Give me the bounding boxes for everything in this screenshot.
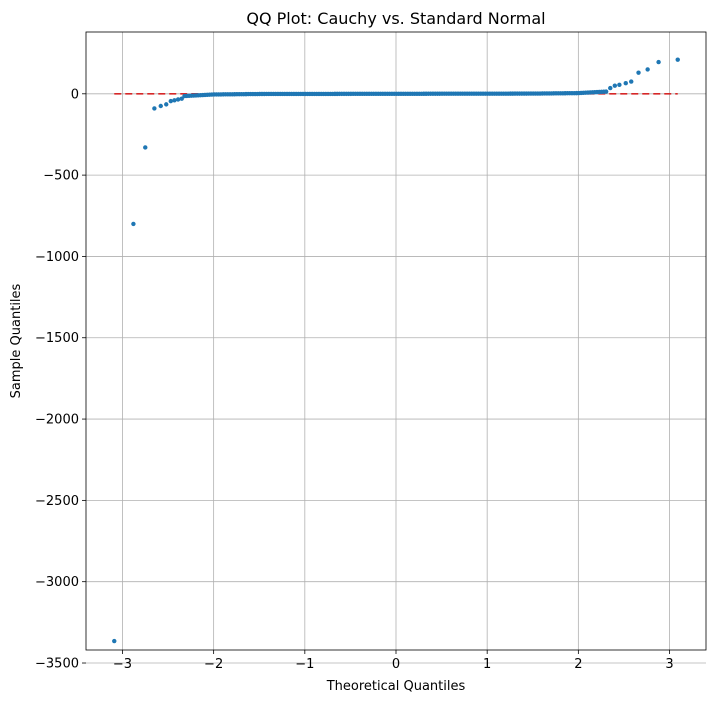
y-tick-label: −1500 bbox=[35, 331, 79, 346]
y-tick-label: −1000 bbox=[35, 250, 79, 265]
data-point bbox=[143, 145, 148, 150]
y-tick-label: −3500 bbox=[35, 657, 79, 672]
data-point bbox=[112, 638, 117, 644]
data-point bbox=[158, 103, 163, 109]
data-point bbox=[675, 57, 680, 62]
y-tick-label: −2000 bbox=[35, 413, 79, 428]
data-point bbox=[131, 221, 136, 227]
x-axis-label: Theoretical Quantiles bbox=[326, 679, 466, 694]
y-axis-label: Sample Quantiles bbox=[9, 283, 24, 398]
data-point bbox=[164, 102, 169, 107]
data-point bbox=[152, 106, 157, 111]
data-point bbox=[603, 89, 609, 94]
data-point bbox=[636, 70, 641, 75]
data-point bbox=[168, 98, 173, 104]
x-axis-ticks: −3 −2 −1 0 1 2 3 bbox=[113, 650, 674, 672]
data-point bbox=[629, 79, 634, 84]
y-tick-label: 0 bbox=[71, 87, 79, 102]
data-point bbox=[623, 81, 628, 86]
y-tick-label: −500 bbox=[43, 169, 79, 184]
y-axis-ticks: −3500 −3000 −2500 −2000 −1500 −1000 −500 0 bbox=[35, 87, 86, 672]
x-tick-label: −3 bbox=[113, 657, 132, 672]
data-point bbox=[656, 59, 661, 65]
x-tick-label: 2 bbox=[574, 657, 582, 672]
x-tick-label: 1 bbox=[483, 657, 491, 672]
data-point bbox=[645, 67, 650, 72]
x-tick-label: 3 bbox=[665, 657, 673, 672]
x-tick-label: −2 bbox=[204, 657, 223, 672]
data-point bbox=[172, 98, 177, 103]
y-tick-label: −3000 bbox=[35, 575, 79, 590]
x-tick-label: 0 bbox=[392, 657, 400, 672]
x-tick-label: −1 bbox=[295, 657, 314, 672]
data-point bbox=[612, 83, 618, 88]
data-point bbox=[175, 97, 181, 102]
data-point bbox=[608, 85, 613, 91]
data-points bbox=[112, 57, 680, 644]
data-point bbox=[617, 82, 622, 88]
data-point bbox=[179, 96, 184, 101]
chart-title: QQ Plot: Cauchy vs. Standard Normal bbox=[246, 9, 545, 28]
grid-lines bbox=[86, 32, 706, 664]
y-tick-label: −2500 bbox=[35, 494, 79, 509]
